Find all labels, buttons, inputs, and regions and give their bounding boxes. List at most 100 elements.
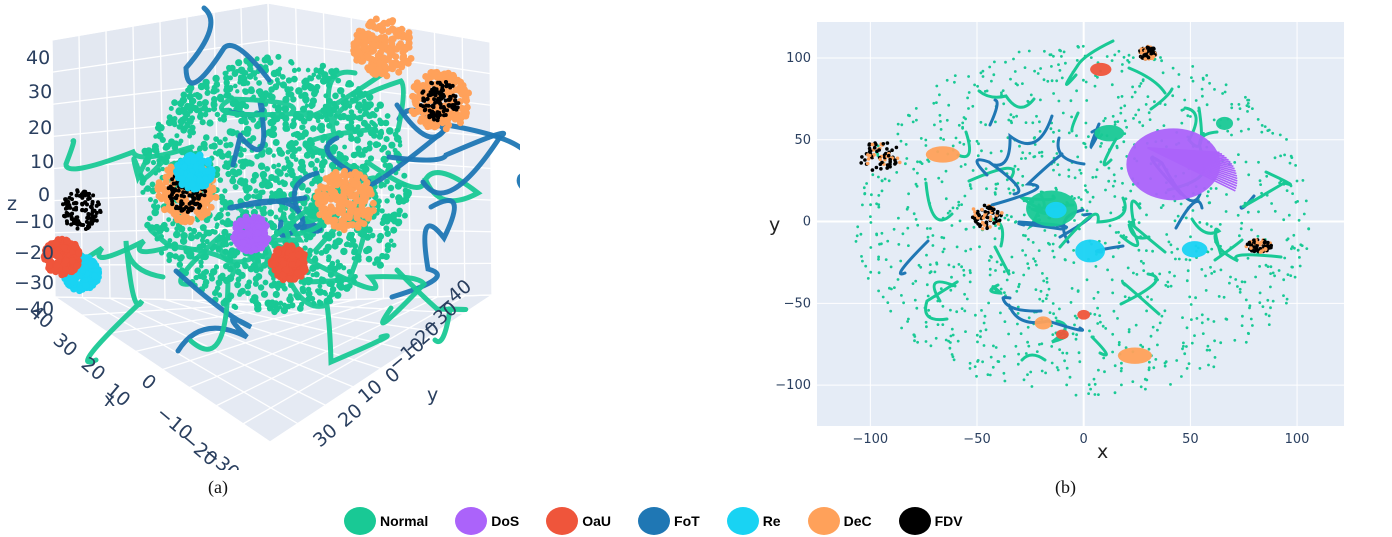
gridline bbox=[269, 294, 493, 443]
data-point-dec bbox=[380, 54, 388, 62]
data-point-normal bbox=[1279, 154, 1282, 158]
data-point-normal bbox=[1175, 359, 1179, 362]
data-point-re bbox=[205, 168, 212, 175]
data-point-normal bbox=[212, 150, 218, 156]
data-point-normal bbox=[281, 302, 288, 308]
data-point-normal bbox=[167, 238, 173, 243]
data-point-normal bbox=[300, 288, 306, 294]
data-point-normal bbox=[1127, 328, 1131, 331]
data-point-normal bbox=[1189, 115, 1192, 118]
data-point-normal bbox=[180, 91, 188, 99]
data-point-normal bbox=[1209, 187, 1213, 190]
data-point-normal bbox=[212, 74, 220, 83]
data-point-normal bbox=[223, 74, 230, 82]
data-point-normal bbox=[1021, 249, 1024, 252]
x-tick-label: 20 bbox=[77, 353, 110, 385]
curve-normal bbox=[325, 69, 406, 134]
data-point-normal bbox=[281, 211, 287, 217]
data-point-normal bbox=[1264, 263, 1268, 267]
data-point-normal bbox=[233, 83, 238, 89]
z-tick-label: 30 bbox=[28, 81, 52, 103]
data-point-normal bbox=[297, 305, 304, 312]
data-point-normal bbox=[1053, 234, 1057, 237]
data-point-normal bbox=[1016, 305, 1020, 309]
data-point-normal bbox=[1096, 290, 1100, 294]
data-point-normal bbox=[174, 226, 180, 232]
data-point-normal bbox=[140, 189, 146, 195]
data-point-normal bbox=[383, 253, 390, 260]
data-point-fdv bbox=[971, 207, 976, 211]
data-point-normal bbox=[1228, 281, 1231, 285]
data-point-dec bbox=[207, 203, 215, 211]
data-point-normal bbox=[1096, 75, 1099, 79]
z-tick-label: −20 bbox=[14, 242, 54, 264]
data-point-normal bbox=[1193, 334, 1196, 337]
data-point-normal bbox=[1088, 329, 1091, 333]
data-point-normal bbox=[1182, 341, 1185, 345]
data-point-dec bbox=[338, 195, 346, 203]
data-point-normal bbox=[374, 256, 381, 264]
data-point-normal bbox=[1103, 370, 1106, 374]
data-point-normal bbox=[977, 142, 980, 146]
data-point-normal bbox=[223, 79, 230, 87]
data-point-normal bbox=[219, 207, 225, 213]
data-point-normal bbox=[1238, 234, 1241, 238]
data-point-normal bbox=[177, 141, 182, 146]
data-point-normal bbox=[214, 111, 221, 118]
data-point-normal bbox=[1073, 197, 1076, 200]
data-point-normal bbox=[878, 242, 881, 246]
data-point-normal bbox=[1052, 54, 1055, 58]
data-point-normal bbox=[938, 93, 941, 97]
data-point-normal bbox=[1285, 238, 1289, 242]
data-point-normal bbox=[1075, 333, 1078, 337]
data-point-normal bbox=[1257, 210, 1260, 214]
data-point-fdv bbox=[442, 106, 447, 111]
data-point-normal bbox=[1009, 113, 1013, 117]
data-point-normal bbox=[1127, 60, 1131, 64]
data-point-normal bbox=[1229, 275, 1232, 279]
data-point-normal bbox=[989, 151, 993, 155]
data-point-normal bbox=[267, 209, 275, 217]
data-point-normal bbox=[1292, 233, 1296, 237]
data-point-fdv bbox=[420, 90, 425, 95]
data-point-normal bbox=[1075, 316, 1079, 320]
data-point-normal bbox=[955, 245, 959, 249]
data-point-normal bbox=[1176, 214, 1180, 218]
data-point-normal bbox=[1101, 324, 1105, 328]
data-point-dec bbox=[356, 171, 364, 179]
data-point-normal bbox=[949, 334, 953, 338]
data-point-normal bbox=[877, 289, 880, 293]
data-point-normal bbox=[1165, 233, 1169, 236]
data-point-fdv bbox=[444, 80, 449, 85]
data-point-normal bbox=[1167, 240, 1171, 244]
data-point-fdv bbox=[1245, 242, 1250, 247]
data-point-normal bbox=[1086, 190, 1089, 194]
data-point-normal bbox=[936, 323, 940, 326]
data-point-normal bbox=[343, 284, 351, 292]
data-point-normal bbox=[366, 113, 373, 119]
data-point-normal bbox=[1298, 264, 1302, 268]
data-point-dec bbox=[158, 195, 166, 203]
data-point-normal bbox=[1210, 272, 1214, 275]
data-point-re bbox=[188, 180, 196, 188]
data-point-normal bbox=[1055, 79, 1059, 83]
data-point-dos bbox=[242, 217, 250, 225]
data-point-normal bbox=[369, 119, 375, 125]
data-point-dec bbox=[427, 120, 435, 128]
data-point-normal bbox=[912, 333, 916, 337]
data-point-normal bbox=[1092, 377, 1096, 381]
data-point-normal bbox=[917, 263, 921, 267]
cluster-re bbox=[1075, 239, 1106, 263]
cluster-re bbox=[1181, 241, 1208, 258]
data-point-normal bbox=[1052, 92, 1055, 95]
data-point-normal bbox=[1151, 325, 1155, 329]
legend-swatch bbox=[638, 507, 671, 535]
data-point-normal bbox=[995, 260, 999, 264]
data-point-dec bbox=[408, 107, 416, 115]
data-point-normal bbox=[239, 162, 247, 170]
data-point-fdv bbox=[444, 83, 449, 88]
data-point-fdv bbox=[886, 153, 891, 158]
data-point-normal bbox=[988, 373, 992, 377]
data-point-normal bbox=[900, 294, 903, 297]
data-point-normal bbox=[1120, 69, 1124, 73]
